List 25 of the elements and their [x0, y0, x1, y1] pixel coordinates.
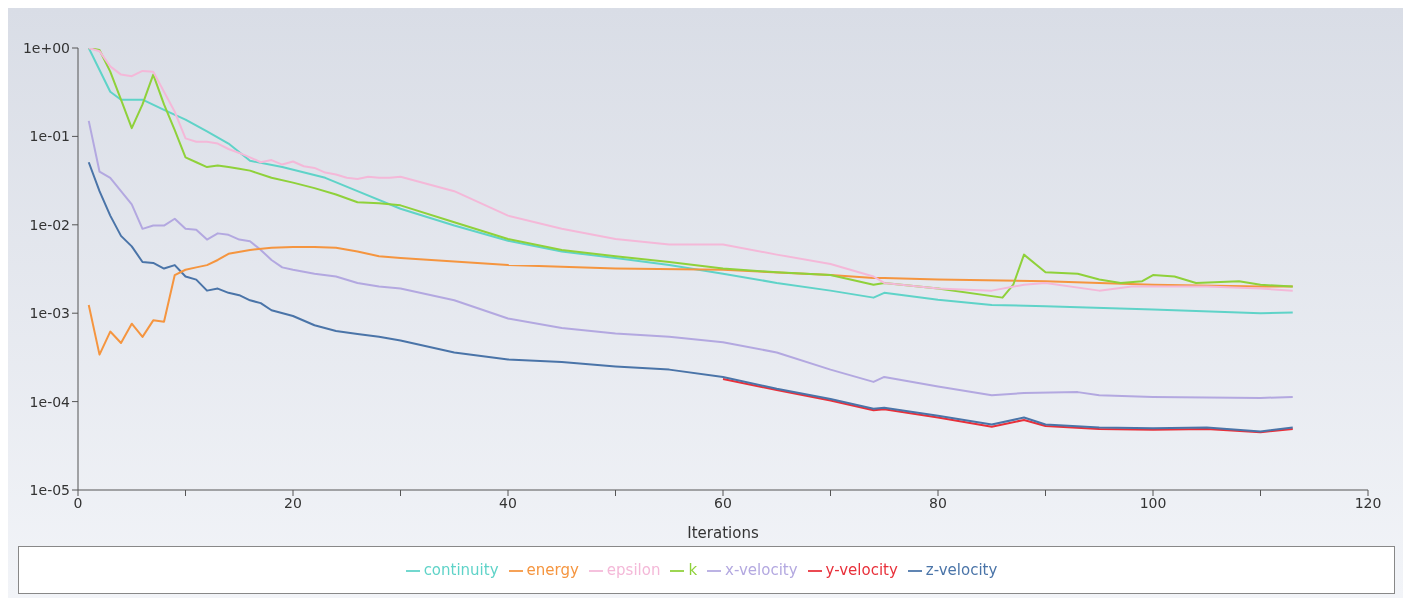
x-tick-label: 20	[284, 494, 302, 511]
y-tick-label: 1e-01	[29, 128, 70, 145]
line-series	[87, 119, 1294, 399]
legend-label: x-velocity	[725, 561, 798, 579]
legend-label: energy	[526, 561, 579, 579]
x-axis-title: Iterations	[687, 524, 759, 542]
legend-label: epsilon	[606, 561, 661, 579]
y-tick-label: 1e-02	[29, 216, 70, 233]
x-tick-label: 40	[499, 494, 517, 511]
line-series	[87, 246, 1294, 356]
legend-label: k	[688, 561, 698, 579]
line-series	[87, 161, 1294, 433]
legend-label: continuity	[423, 561, 499, 579]
legend-label: z-velocity	[925, 561, 998, 579]
y-tick-label: 1e-04	[29, 393, 71, 410]
legend-label: y-velocity	[825, 561, 898, 579]
x-tick-label: 120	[1354, 494, 1382, 511]
x-tick-label: 0	[73, 494, 83, 511]
line-series	[722, 378, 1294, 434]
y-tick-label: 1e-03	[29, 305, 70, 322]
y-tick-label: 1e+00	[22, 39, 70, 56]
x-tick-label: 100	[1139, 494, 1167, 511]
x-tick-label: 60	[714, 494, 732, 511]
x-tick-label: 80	[929, 494, 947, 511]
y-tick-label: 1e-05	[29, 481, 70, 498]
